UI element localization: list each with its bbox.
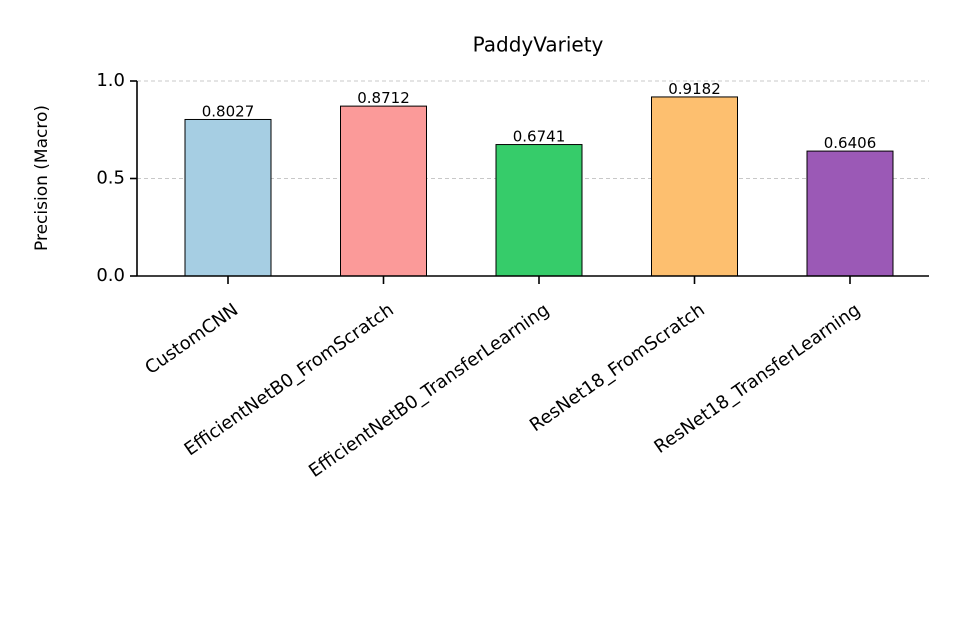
value-label: 0.6406 bbox=[824, 134, 877, 152]
y-tick-label: 0.0 bbox=[96, 265, 125, 286]
bar bbox=[340, 105, 427, 277]
bar bbox=[495, 144, 583, 277]
y-axis-label: Precision (Macro) bbox=[32, 105, 52, 251]
y-tick-label: 0.5 bbox=[96, 168, 125, 189]
value-label: 0.8027 bbox=[202, 102, 255, 120]
value-label: 0.8712 bbox=[357, 89, 410, 107]
value-label: 0.6741 bbox=[513, 128, 566, 146]
y-tick-label: 1.0 bbox=[96, 70, 125, 91]
bar bbox=[806, 150, 894, 277]
bar bbox=[651, 96, 738, 277]
value-label: 0.9182 bbox=[668, 80, 721, 98]
chart-title: PaddyVariety bbox=[473, 33, 604, 57]
bar bbox=[184, 118, 272, 277]
